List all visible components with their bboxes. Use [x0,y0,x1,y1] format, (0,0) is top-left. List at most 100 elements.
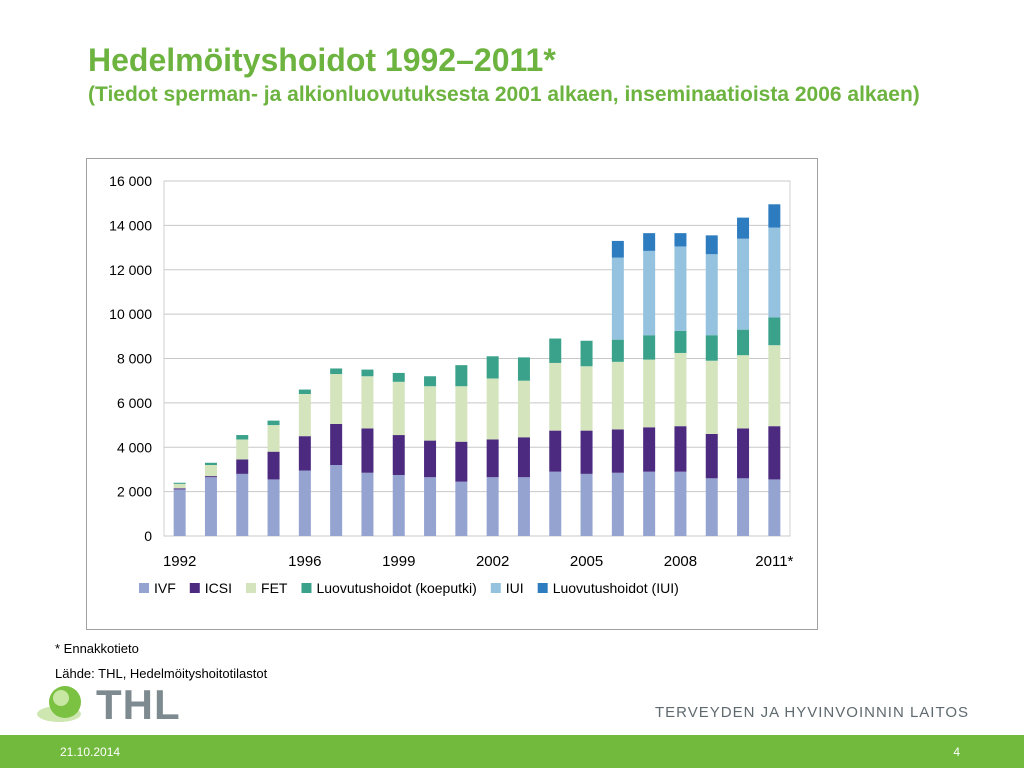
bar-segment [392,474,405,536]
bar-segment [768,426,781,480]
bar-segment [611,472,624,536]
bar-segment [674,352,687,427]
bar-segment [768,479,781,536]
bar-segment [580,430,593,474]
bar-segment [674,471,687,536]
legend-label: Luovutushoidot (koeputki) [316,580,476,596]
bar-segment [611,240,624,258]
bar-segment [236,473,249,536]
bar-segment [643,427,656,472]
bar-segment [236,459,249,474]
leaf-logo-icon [37,686,81,722]
bar-segment [486,439,499,478]
bar-segment [768,317,781,346]
y-tick-label: 10 000 [109,306,152,322]
bar-segment [173,482,186,484]
bar-segment [549,338,562,363]
bar-segment [737,478,750,536]
y-tick-label: 4 000 [117,439,152,455]
bar-segment [643,335,656,360]
bar-segment [392,435,405,475]
bar-segment [298,436,311,471]
bar-segment [611,429,624,473]
bar-segment [330,374,343,424]
bar-segment [486,356,499,379]
legend-label: Luovutushoidot (IUI) [553,580,679,596]
bar-segment [424,376,437,387]
bar-segment [204,476,217,478]
bar-segment [361,428,374,473]
bar-segment [737,217,750,239]
bar-segment [768,204,781,228]
bar-segment [361,472,374,536]
organization-name: TERVEYDEN JA HYVINVOINNIN LAITOS [655,704,970,721]
bar-segment [424,386,437,441]
footer-bar: 21.10.2014 4 [0,735,1024,768]
bar-segment [611,339,624,362]
bar-segment [768,227,781,318]
bar-segment [236,439,249,460]
bar-segment [361,376,374,429]
bar-segment [580,340,593,367]
bar-segment [173,489,186,536]
bar-segment [267,425,280,452]
footnote: * Ennakkotieto [55,641,139,656]
y-tick-label: 8 000 [117,351,152,367]
bar-segment [392,381,405,436]
bar-segment [737,428,750,479]
bar-segment [674,246,687,331]
legend-swatch [189,583,200,593]
legend-label: IUI [506,580,524,596]
bar-segment [455,481,468,536]
bar-segment [643,359,656,428]
y-tick-label: 16 000 [109,173,152,189]
bar-segment [580,473,593,536]
bar-segment [455,386,468,442]
legend-swatch [246,583,257,593]
bar-segment [267,420,280,426]
bar-segment [705,433,718,479]
bar-segment [549,430,562,472]
x-tick-label: 2005 [570,553,603,570]
y-tick-label: 6 000 [117,395,152,411]
bar-segment [643,233,656,251]
x-tick-label: 1999 [382,553,415,570]
legend-swatch [537,583,548,593]
bar-segment [737,355,750,429]
logo-text: THL [96,681,181,728]
bar-segment [580,366,593,431]
bar-segment [298,394,311,437]
bar-segment [486,477,499,536]
thl-logo: THL [35,680,185,728]
legend-swatch [490,583,501,593]
bar-segment [204,465,217,477]
legend-label: IVF [154,580,176,596]
bar-segment [204,477,217,536]
slide-title: Hedelmöityshoidot 1992–2011* [88,42,556,78]
legend-label: FET [261,580,288,596]
stacked-bar-chart: 0 2 000 4 000 6 000 8 000 10 000 12 000 14 000 1… [109,173,793,596]
bar-segment [768,345,781,427]
bar-segment [486,378,499,440]
bar-segment [267,451,280,480]
bar-segment [549,471,562,536]
bar-segment [705,478,718,536]
chart-frame: 0 2 000 4 000 6 000 8 000 10 000 12 000 14 000 1… [86,158,818,630]
bar-segment [267,479,280,536]
bar-segment [173,488,186,490]
bar-segment [705,335,718,361]
y-tick-label: 0 [144,528,152,544]
source-note: Lähde: THL, Hedelmöityshoitotilastot [55,666,268,681]
bar-segment [298,470,311,536]
bar-segment [737,329,750,356]
slide-subtitle: (Tiedot sperman- ja alkionluovutuksesta … [88,83,920,106]
bar-segment [298,389,311,394]
bar-segment [330,423,343,465]
bar-segment [330,368,343,375]
bar-segment [705,360,718,434]
bar-segment [674,330,687,353]
bar-segment [674,233,687,247]
bar-segment [517,357,530,381]
footer-date: 21.10.2014 [60,745,121,759]
bar-segment [517,380,530,438]
